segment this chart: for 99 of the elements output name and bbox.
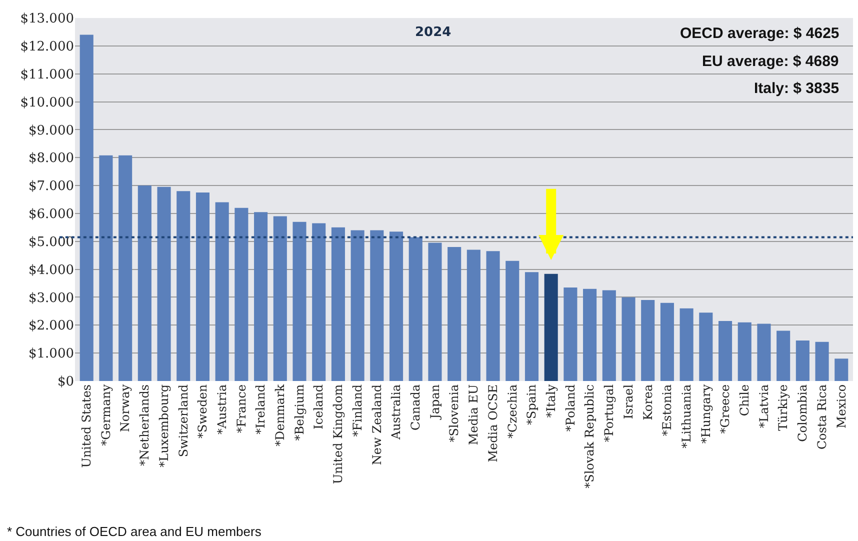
x-tick-label: *Hungary <box>698 384 713 444</box>
bar <box>757 324 771 381</box>
x-tick-label: *Lithuania <box>679 384 694 448</box>
annotation: OECD average: $ 4625 <box>680 25 840 42</box>
bar <box>234 208 248 381</box>
x-tick-label: *Germany <box>98 384 113 446</box>
bar <box>292 222 306 381</box>
bar <box>564 287 578 381</box>
y-tick-label: $10.000 <box>20 95 74 110</box>
bar <box>641 300 655 381</box>
bar <box>428 242 442 381</box>
y-tick-label: $5.000 <box>28 234 74 250</box>
bar <box>544 274 558 381</box>
bar <box>699 312 713 381</box>
x-tick-label: *Finland <box>350 384 364 437</box>
bar <box>796 340 810 381</box>
bar <box>157 186 171 381</box>
y-tick-label: $8.000 <box>28 151 74 166</box>
x-tick-label: New Zealand <box>370 384 384 466</box>
x-tick-label: *Spain <box>524 384 539 426</box>
bar <box>176 191 190 381</box>
y-tick-label: $1.000 <box>28 346 74 362</box>
x-tick-label: United States <box>80 384 94 468</box>
x-tick-label: Korea <box>640 384 655 420</box>
bar <box>524 272 539 381</box>
bar <box>466 250 480 381</box>
x-tick-label: *Sweden <box>196 384 210 439</box>
x-tick-label: Canada <box>408 384 423 430</box>
x-tick-label: Switzerland <box>176 384 190 458</box>
bar <box>583 288 597 381</box>
y-tick-label: $3.000 <box>28 290 74 306</box>
x-tick-label: *Italy <box>544 384 558 418</box>
x-tick-label: *Netherlands <box>138 384 152 466</box>
x-tick-label: *Belgium <box>292 384 306 441</box>
x-tick-label: *Estonia <box>660 384 674 436</box>
x-tick-label: *Poland <box>563 384 578 432</box>
bar <box>138 186 152 381</box>
x-tick-label: *Latvia <box>756 384 771 428</box>
bar <box>196 192 210 381</box>
x-tick-label: *Denmark <box>273 384 288 446</box>
x-tick-label: *Austria <box>214 384 229 435</box>
bar <box>680 308 694 381</box>
x-tick-label: Israel <box>621 384 636 420</box>
bar <box>448 246 462 381</box>
y-tick-label: $2.000 <box>28 318 74 334</box>
y-tick-label: $6.000 <box>28 207 74 222</box>
x-tick-label: Colombia <box>796 384 810 442</box>
bar <box>660 302 674 381</box>
bar <box>834 358 848 381</box>
x-tick-label: *Ireland <box>254 384 268 434</box>
x-tick-label: *Luxembourg <box>156 384 171 468</box>
bar <box>389 232 404 381</box>
x-tick-label: Costa Rica <box>814 384 829 450</box>
y-tick-label: $13.000 <box>20 12 74 27</box>
bar <box>738 322 752 381</box>
y-tick-label: $4.000 <box>28 262 74 278</box>
x-tick-label: Türkiye <box>776 384 790 431</box>
bar <box>815 342 829 381</box>
bar <box>408 237 422 381</box>
bar <box>99 155 113 381</box>
bar <box>602 290 616 381</box>
x-tick-label: Japan <box>428 384 442 421</box>
bar <box>215 202 229 381</box>
x-tick-label: *Czechia <box>505 384 520 438</box>
x-tick-label: *Greece <box>718 384 732 434</box>
bar <box>718 320 732 381</box>
x-tick-label: Media OCSE <box>486 384 500 462</box>
annotation: 2024 <box>415 25 452 40</box>
bar <box>254 212 268 381</box>
x-tick-label: *France <box>234 384 248 434</box>
text: * Countries of OECD area and EU members <box>7 524 262 539</box>
bar <box>273 216 287 381</box>
bar <box>776 330 790 381</box>
annotation: EU average: $ 4689 <box>702 53 839 70</box>
x-tick-label: Mexico <box>834 384 848 428</box>
bar <box>506 260 520 381</box>
bar <box>622 297 636 381</box>
x-tick-label: Iceland <box>312 384 326 430</box>
x-tick-label: Media EU <box>466 384 481 446</box>
x-tick-label: Norway <box>118 384 132 432</box>
x-tick-label: *Slovenia <box>447 384 462 442</box>
x-tick-label: *Portugal <box>602 384 616 442</box>
bar <box>486 251 500 381</box>
bar <box>118 155 132 381</box>
y-tick-label: $0 <box>57 374 74 390</box>
annotation: Italy: $ 3835 <box>754 80 840 97</box>
x-tick-label: Australia <box>389 384 404 441</box>
x-tick-label: United Kingdom <box>331 384 346 484</box>
bar <box>80 34 94 381</box>
y-tick-label: $9.000 <box>28 123 74 138</box>
y-tick-label: $11.000 <box>20 67 74 82</box>
bar <box>350 230 364 381</box>
bar <box>370 230 384 381</box>
y-tick-label: $12.000 <box>20 39 74 54</box>
x-tick-label: *Slovak Republic <box>582 384 597 488</box>
bar <box>331 227 345 381</box>
bar <box>312 223 326 381</box>
y-tick-label: $7.000 <box>28 179 74 194</box>
x-tick-label: Chile <box>738 384 752 416</box>
